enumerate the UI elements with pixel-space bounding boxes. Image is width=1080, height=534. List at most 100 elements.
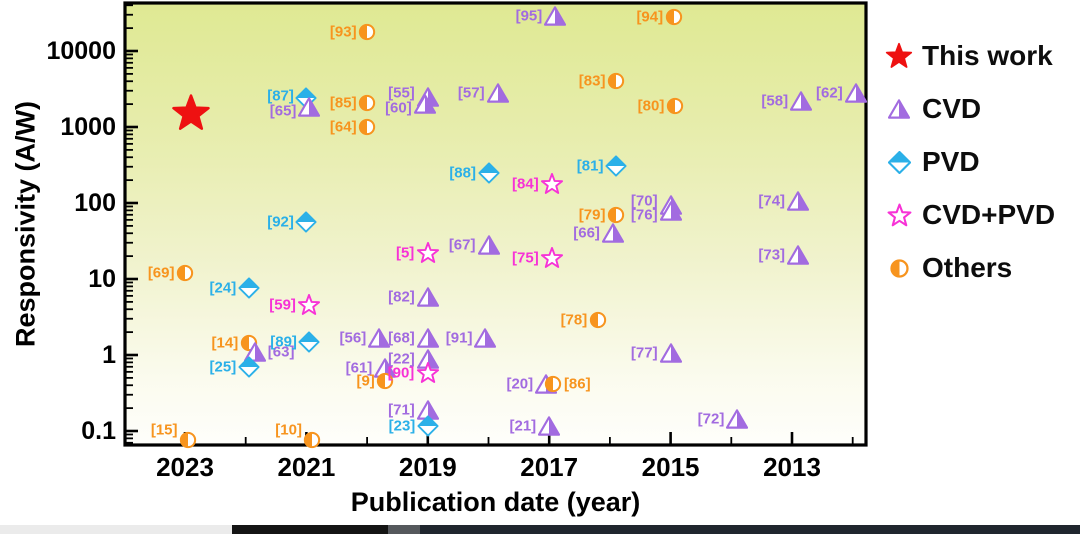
data-point-ref-label: [79] — [578, 206, 606, 224]
data-point-ref-label: [24] — [209, 279, 237, 297]
data-point-ref-label: [91] — [445, 329, 473, 347]
y-tick-label: 10000 — [46, 37, 116, 65]
data-point-ref-label: [21] — [509, 417, 537, 435]
data-point-ref-label: [78] — [560, 311, 588, 329]
data-point-marker — [665, 8, 682, 26]
data-point-marker — [179, 432, 197, 449]
data-point-ref-label: [20] — [506, 375, 534, 393]
data-point-marker — [659, 343, 682, 364]
data-point-ref-label: [58] — [761, 92, 789, 110]
data-point-ref-label: [76] — [630, 206, 658, 224]
data-point-ref-label: [70] — [630, 192, 658, 210]
data-point-marker — [605, 155, 627, 177]
data-point-ref-label: [69] — [147, 264, 175, 282]
y-axis-title: Responsivity (A/W) — [10, 100, 41, 348]
data-point-ref-label: [23] — [388, 417, 416, 435]
data-point-marker — [417, 415, 439, 437]
half-circle-icon — [882, 258, 916, 278]
x-tick-label: 2017 — [520, 452, 579, 482]
data-point-ref-label: [82] — [388, 288, 415, 306]
data-point-ref-label: [95] — [515, 7, 543, 25]
legend: This work CVD PVD CVD+PVD Others — [882, 40, 1055, 305]
data-point-marker — [786, 244, 810, 265]
data-point-marker — [358, 94, 376, 111]
x-axis-title: Publication date (year) — [350, 487, 641, 517]
data-point-ref-label: [87] — [267, 87, 294, 105]
data-point-marker — [786, 191, 810, 212]
data-point-marker — [726, 409, 749, 429]
data-point-ref-label: [9] — [356, 372, 375, 390]
data-point-ref-label: [71] — [388, 401, 415, 419]
data-point-ref-label: [62] — [816, 84, 843, 102]
data-point-ref-label: [68] — [388, 329, 415, 347]
data-point-ref-label: [81] — [576, 157, 604, 175]
data-point-marker — [474, 328, 497, 349]
data-point-marker — [541, 172, 564, 195]
data-point-ref-label: [60] — [385, 99, 412, 117]
data-point-ref-label: [83] — [578, 72, 606, 90]
data-point-marker — [544, 6, 567, 26]
data-point-ref-label: [14] — [211, 334, 239, 352]
data-point-ref-label: [75] — [512, 249, 539, 267]
strip-segment — [232, 525, 388, 534]
y-tick-label: 10 — [88, 265, 116, 293]
legend-item-this-work: This work — [882, 40, 1055, 72]
data-point-ref-label: [73] — [758, 246, 786, 263]
data-point-marker — [601, 223, 625, 243]
y-tick-label: 1000 — [60, 113, 116, 141]
data-point-ref-label: [84] — [512, 175, 539, 193]
data-point-marker — [477, 162, 500, 184]
data-point-marker — [416, 241, 439, 264]
data-point-ref-label: [10] — [275, 421, 302, 439]
open-star-icon — [882, 203, 916, 228]
data-point-ref-label: [25] — [209, 358, 237, 376]
data-point-ref-label: [15] — [150, 421, 178, 439]
legend-label: PVD — [922, 146, 980, 177]
data-point-ref-label: [74] — [758, 192, 786, 210]
y-tick-label: 100 — [74, 189, 116, 217]
data-point-ref-label: [59] — [269, 296, 296, 314]
data-point-ref-label: [86] — [563, 375, 591, 393]
data-point-ref-label: [22] — [388, 350, 415, 368]
data-point-marker — [477, 235, 500, 255]
strip-segment — [388, 525, 420, 534]
legend-label: CVD — [922, 93, 982, 124]
half-diamond-icon — [882, 150, 916, 174]
data-point-marker — [659, 201, 682, 221]
legend-item-cvd: CVD — [882, 93, 1055, 125]
y-tick-label: 0.1 — [81, 417, 116, 445]
legend-item-others: Others — [882, 252, 1055, 284]
data-point-ref-label: [80] — [637, 97, 665, 115]
strip-segment — [0, 525, 232, 534]
legend-label: CVD+PVD — [922, 199, 1056, 230]
legend-item-pvd: PVD — [882, 146, 1055, 178]
data-point-marker — [413, 94, 436, 114]
data-point-ref-label: [56] — [339, 329, 367, 347]
data-point-marker — [377, 373, 394, 390]
x-tick-label: 2019 — [398, 452, 457, 482]
data-point-ref-label: [93] — [329, 23, 357, 41]
data-point-marker — [416, 361, 439, 384]
data-point-marker — [538, 416, 561, 437]
data-point-ref-label: [63] — [267, 343, 295, 361]
legend-label: Others — [922, 252, 1013, 283]
data-point-marker — [298, 331, 321, 353]
data-point-marker — [416, 287, 439, 307]
this-work-star-marker — [171, 93, 211, 133]
data-point-marker — [541, 246, 564, 269]
solid-star-icon — [882, 42, 916, 70]
x-tick-label: 2023 — [156, 452, 214, 482]
data-point-ref-label: [64] — [329, 118, 357, 136]
bottom-decoration-strip — [0, 525, 1080, 534]
data-point-ref-label: [55] — [388, 84, 415, 102]
legend-label: This work — [922, 40, 1053, 71]
data-point-marker — [844, 83, 867, 103]
data-point-marker — [238, 356, 260, 378]
data-point-marker — [358, 23, 376, 40]
data-point-marker — [790, 91, 813, 111]
data-point-ref-label: [92] — [267, 213, 294, 231]
data-point-marker — [298, 293, 321, 316]
data-point-marker — [486, 83, 509, 103]
data-point-marker — [607, 206, 625, 223]
data-point-marker — [304, 432, 321, 449]
